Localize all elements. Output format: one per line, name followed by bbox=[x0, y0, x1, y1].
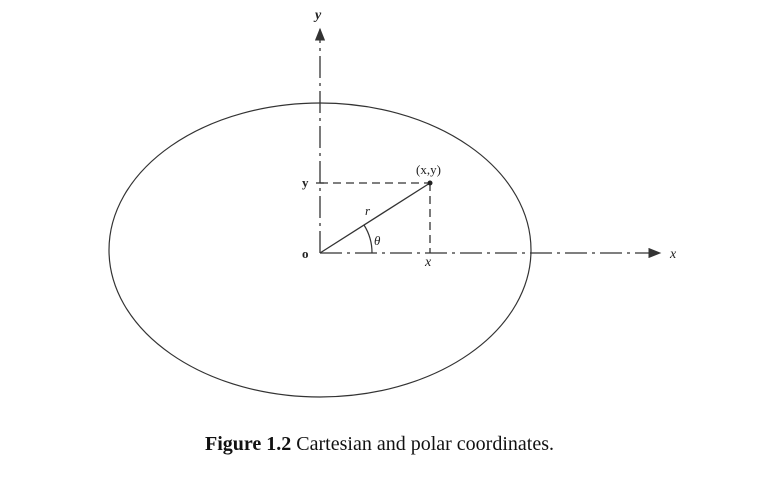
x-axis-label: x bbox=[669, 247, 677, 262]
point-marker bbox=[427, 180, 433, 186]
y-axis-label: y bbox=[313, 8, 322, 23]
y-tick-label: y bbox=[302, 175, 309, 190]
angle-arc bbox=[363, 224, 373, 254]
angle-label: θ bbox=[374, 233, 381, 248]
x-tick-label: x bbox=[424, 255, 432, 270]
radius-line bbox=[319, 182, 431, 254]
origin-label: o bbox=[302, 246, 309, 261]
coordinate-diagram: y x o y x (x,y) r θ bbox=[108, 8, 677, 398]
figure-caption: Figure 1.2 Cartesian and polar coordinat… bbox=[0, 433, 759, 456]
point-label: (x,y) bbox=[416, 162, 441, 177]
figure-caption-text: Cartesian and polar coordinates. bbox=[291, 433, 554, 455]
radius-label: r bbox=[365, 203, 371, 218]
figure-number: Figure 1.2 bbox=[205, 433, 292, 455]
